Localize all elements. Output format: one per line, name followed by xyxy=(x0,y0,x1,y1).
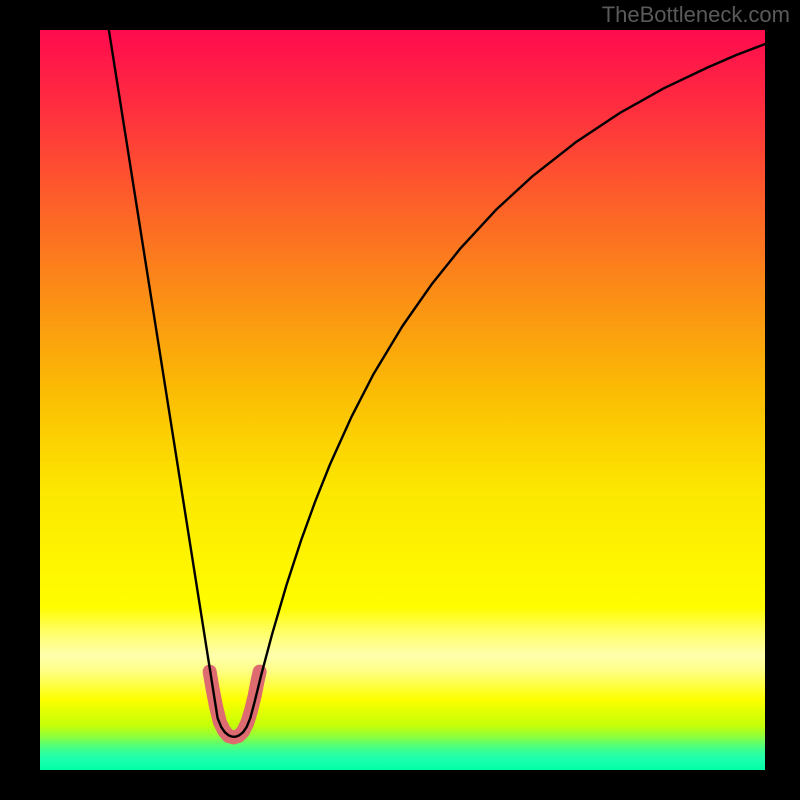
gradient-background xyxy=(40,30,765,770)
chart-canvas: TheBottleneck.com xyxy=(0,0,800,800)
chart-svg xyxy=(40,30,765,770)
watermark-text: TheBottleneck.com xyxy=(602,2,790,28)
plot-area xyxy=(40,30,765,770)
